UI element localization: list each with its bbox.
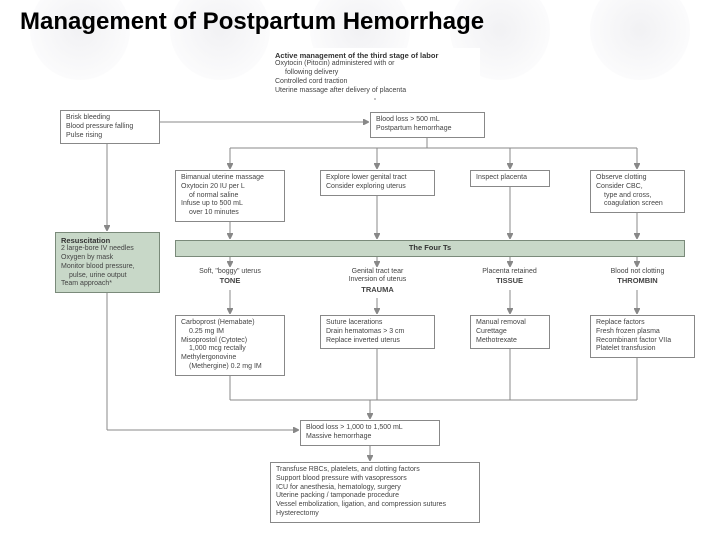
page-title: Management of Postpartum Hemorrhage: [20, 8, 484, 36]
replace-l3: Recombinant factor VIIa: [596, 337, 689, 346]
thrombin-l1: Blood not clotting: [590, 268, 685, 276]
massive-l1: Blood loss > 1,000 to 1,500 mL: [306, 424, 434, 433]
box-explore: Explore lower genital tract Consider exp…: [320, 170, 435, 196]
manual-l1: Manual removal: [476, 319, 544, 328]
box-massive: Blood loss > 1,000 to 1,500 mL Massive h…: [300, 420, 440, 446]
replace-l4: Platelet transfusion: [596, 345, 689, 354]
transfuse-l5: Vessel embolization, ligation, and compr…: [276, 501, 474, 510]
trauma-l2: Inversion of uterus: [330, 276, 425, 284]
brisk-l3: Pulse rising: [66, 132, 154, 141]
resus-l2: Oxygen by mask: [61, 254, 154, 263]
box-bimanual: Bimanual uterine massage Oxytocin 20 IU …: [175, 170, 285, 222]
label-thrombin: Blood not clotting THROMBIN: [590, 268, 685, 285]
carbo-l6: (Methergine) 0.2 mg IM: [181, 363, 279, 372]
resus-l5: Team approach*: [61, 280, 154, 289]
brisk-l1: Brisk bleeding: [66, 114, 154, 123]
active-l3: Controlled cord traction: [275, 78, 475, 87]
observe-l3: type and cross,: [596, 192, 679, 201]
inspect-l1: Inspect placenta: [476, 174, 544, 183]
box-four-ts: The Four Ts: [175, 240, 685, 257]
box-active-management: Active management of the third stage of …: [270, 48, 480, 98]
active-l2: following delivery: [275, 69, 475, 78]
manual-l3: Methotrexate: [476, 337, 544, 346]
box-resuscitation: Resuscitation 2 large-bore IV needles Ox…: [55, 232, 160, 293]
resus-l1: 2 large-bore IV needles: [61, 245, 154, 254]
tone-l2: TONE: [185, 276, 275, 285]
box-pph: Blood loss > 500 mL Postpartum hemorrhag…: [370, 112, 485, 138]
carbo-l5: Methylergonovine: [181, 354, 279, 363]
observe-l1: Observe clotting: [596, 174, 679, 183]
bimanual-l4: Infuse up to 500 mL: [181, 200, 279, 209]
suture-l1: Suture lacerations: [326, 319, 429, 328]
tone-l1: Soft, "boggy" uterus: [185, 268, 275, 276]
pph-l2: Postpartum hemorrhage: [376, 125, 479, 134]
suture-l2: Drain hematomas > 3 cm: [326, 328, 429, 337]
box-suture: Suture lacerations Drain hematomas > 3 c…: [320, 315, 435, 349]
trauma-l1: Genital tract tear: [330, 268, 425, 276]
box-transfuse: Transfuse RBCs, platelets, and clotting …: [270, 462, 480, 523]
resus-header: Resuscitation: [61, 236, 154, 245]
carbo-l3: Misoprostol (Cytotec): [181, 337, 279, 346]
bimanual-l2: Oxytocin 20 IU per L: [181, 183, 279, 192]
box-replace: Replace factors Fresh frozen plasma Reco…: [590, 315, 695, 358]
brisk-l2: Blood pressure falling: [66, 123, 154, 132]
transfuse-l4: Uterine packing / tamponade procedure: [276, 492, 474, 501]
transfuse-l2: Support blood pressure with vasopressors: [276, 475, 474, 484]
transfuse-l6: Hysterectomy: [276, 510, 474, 519]
carbo-l2: 0.25 mg IM: [181, 328, 279, 337]
transfuse-l1: Transfuse RBCs, platelets, and clotting …: [276, 466, 474, 475]
box-carboprost: Carboprost (Hemabate) 0.25 mg IM Misopro…: [175, 315, 285, 376]
fourts-header: The Four Ts: [409, 243, 451, 252]
tissue-l1: Placenta retained: [467, 268, 552, 276]
resus-l4: pulse, urine output: [61, 272, 154, 281]
trauma-l3: TRAUMA: [330, 285, 425, 294]
box-brisk: Brisk bleeding Blood pressure falling Pu…: [60, 110, 160, 144]
transfuse-l3: ICU for anesthesia, hematology, surgery: [276, 484, 474, 493]
resus-l3: Monitor blood pressure,: [61, 263, 154, 272]
manual-l2: Curettage: [476, 328, 544, 337]
explore-l2: Consider exploring uterus: [326, 183, 429, 192]
tissue-l2: TISSUE: [467, 276, 552, 285]
thrombin-l2: THROMBIN: [590, 276, 685, 285]
observe-l4: coagulation screen: [596, 200, 679, 209]
label-tissue: Placenta retained TISSUE: [467, 268, 552, 285]
explore-l1: Explore lower genital tract: [326, 174, 429, 183]
observe-l2: Consider CBC,: [596, 183, 679, 192]
bimanual-l1: Bimanual uterine massage: [181, 174, 279, 183]
carbo-l4: 1,000 mcg rectally: [181, 345, 279, 354]
bimanual-l3: of normal saline: [181, 192, 279, 201]
label-tone: Soft, "boggy" uterus TONE: [185, 268, 275, 285]
active-header: Active management of the third stage of …: [275, 51, 475, 60]
replace-l2: Fresh frozen plasma: [596, 328, 689, 337]
box-observe: Observe clotting Consider CBC, type and …: [590, 170, 685, 213]
massive-l2: Massive hemorrhage: [306, 433, 434, 442]
label-trauma: Genital tract tear Inversion of uterus T…: [330, 268, 425, 294]
box-inspect: Inspect placenta: [470, 170, 550, 187]
bimanual-l5: over 10 minutes: [181, 209, 279, 218]
suture-l3: Replace inverted uterus: [326, 337, 429, 346]
pph-l1: Blood loss > 500 mL: [376, 116, 479, 125]
box-manual: Manual removal Curettage Methotrexate: [470, 315, 550, 349]
active-l4: Uterine massage after delivery of placen…: [275, 87, 475, 96]
active-l1: Oxytocin (Pitocin) administered with or: [275, 60, 475, 69]
carbo-l1: Carboprost (Hemabate): [181, 319, 279, 328]
replace-l1: Replace factors: [596, 319, 689, 328]
